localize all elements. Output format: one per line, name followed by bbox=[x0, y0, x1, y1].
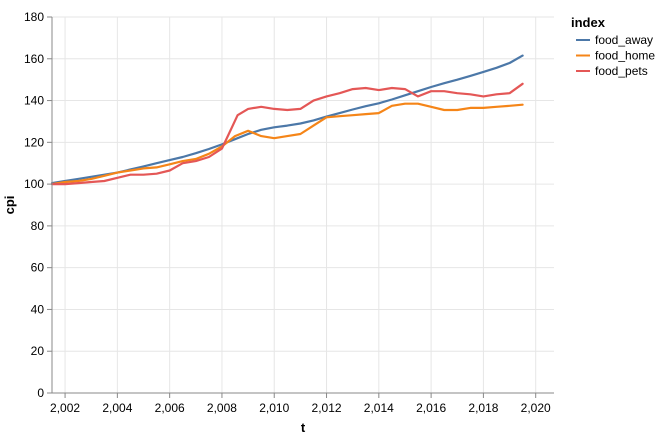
x-axis-title: t bbox=[301, 420, 306, 435]
y-tick-label: 80 bbox=[31, 219, 45, 233]
series-layer bbox=[50, 54, 524, 186]
x-tick-label: 2,008 bbox=[207, 401, 237, 415]
x-tick-label: 2,010 bbox=[259, 401, 289, 415]
x-tick-label: 2,004 bbox=[102, 401, 132, 415]
legend-title: index bbox=[571, 15, 606, 30]
legend-label-food-pets: food_pets bbox=[595, 64, 648, 78]
y-tick-label: 0 bbox=[37, 386, 44, 400]
axes: 0 20 40 60 80 100 120 140 160 180 2,002 2,004 2,006 2… bbox=[24, 10, 554, 415]
series-line-food-home bbox=[50, 102, 524, 186]
y-axis-title: cpi bbox=[2, 196, 17, 215]
x-tick-label: 2,020 bbox=[521, 401, 551, 415]
y-tick-label: 140 bbox=[24, 94, 44, 108]
x-tick-label: 2,002 bbox=[50, 401, 80, 415]
y-tick-label: 20 bbox=[31, 344, 45, 358]
x-tick-label: 2,018 bbox=[468, 401, 498, 415]
x-tick-label: 2,014 bbox=[364, 401, 394, 415]
y-tick-label: 120 bbox=[24, 135, 44, 149]
y-tick-label: 60 bbox=[31, 261, 45, 275]
y-tick-label: 40 bbox=[31, 302, 45, 316]
grid bbox=[52, 16, 554, 394]
y-tick-label: 160 bbox=[24, 52, 44, 66]
y-tick-label: 180 bbox=[24, 10, 44, 24]
x-tick-label: 2,016 bbox=[416, 401, 446, 415]
legend-label-food-home: food_home bbox=[595, 49, 655, 63]
series-line-food-away bbox=[50, 54, 524, 185]
x-tick-label: 2,006 bbox=[155, 401, 185, 415]
x-tick-label: 2,012 bbox=[312, 401, 342, 415]
legend-label-food-away: food_away bbox=[595, 33, 653, 47]
series-line-food-pets bbox=[50, 82, 524, 186]
y-tick-label: 100 bbox=[24, 177, 44, 191]
